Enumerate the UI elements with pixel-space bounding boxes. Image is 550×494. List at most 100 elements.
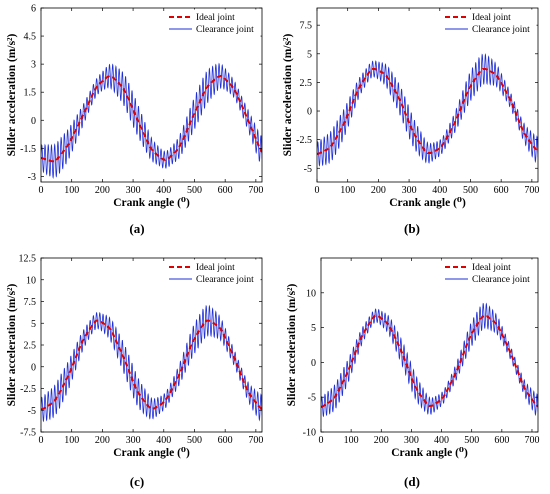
y-axis-label: Slider acceleration (m/s²) [6, 283, 18, 406]
axes-frame [320, 257, 539, 433]
x-tick-label: 700 [248, 185, 263, 196]
x-tick-label: 600 [218, 185, 233, 196]
legend-label-ideal: Ideal joint [196, 263, 235, 273]
panel-label: (b) [404, 221, 420, 236]
y-tick-label: 2.5 [24, 341, 37, 352]
x-tick-label: 700 [524, 185, 539, 196]
x-tick-label: 500 [187, 185, 202, 196]
legend-label-clearance: Clearance joint [472, 25, 530, 35]
panel-label: (a) [129, 221, 144, 236]
chart-panel-3: 0 100 200 300 400 500 600 700 -7.5 -5 -2.5 0 2.5 5 7.5… [6, 254, 263, 490]
y-tick-label: -2.5 [296, 135, 312, 146]
x-tick-label: 300 [404, 435, 419, 446]
panel-label: (d) [404, 474, 420, 489]
legend: Ideal joint Clearance joint [165, 9, 261, 37]
x-tick-label: 400 [156, 185, 171, 196]
series-clearance-joint [321, 302, 538, 418]
legend-label-clearance: Clearance joint [196, 25, 254, 35]
x-tick-label: 0 [39, 435, 44, 446]
y-tick-label: -3 [28, 172, 36, 183]
legend-box [441, 9, 537, 37]
x-tick-label: 600 [494, 185, 509, 196]
x-tick-label: 500 [464, 435, 479, 446]
y-tick-label: 4.5 [24, 32, 37, 43]
y-tick-label: 0 [311, 358, 316, 369]
x-tick-label: 300 [126, 435, 141, 446]
legend-label-clearance: Clearance joint [472, 275, 530, 285]
x-tick-label: 300 [402, 185, 417, 196]
series-ideal-joint [41, 319, 262, 411]
x-tick-label: 600 [494, 435, 509, 446]
y-tick-label: 0 [31, 116, 36, 127]
axes-frame [316, 7, 539, 183]
x-tick-label: 100 [64, 185, 79, 196]
chart-panel-1: 0 100 200 300 400 500 600 700 -3 -1.5 0 1.5 3 4.5 6 Cra… [6, 4, 263, 237]
series-ideal-joint [321, 314, 538, 409]
x-tick-label: 100 [340, 185, 355, 196]
y-axis-label: Slider acceleration (m/s²) [286, 283, 298, 406]
x-axis-label: Crank angle (⁰) [113, 447, 190, 459]
legend-label-ideal: Ideal joint [472, 13, 511, 23]
legend: Ideal joint Clearance joint [441, 9, 537, 37]
chart-panel-4: 0 100 200 300 400 500 600 700 -10 -5 0 5 10 Crank ang… [286, 257, 539, 489]
x-tick-label: 200 [374, 435, 389, 446]
x-tick-label: 700 [524, 435, 539, 446]
y-tick-label: 7.5 [24, 297, 37, 308]
y-tick-label: 3 [31, 60, 36, 71]
x-tick-label: 600 [218, 435, 233, 446]
x-tick-label: 200 [95, 185, 110, 196]
y-tick-label: 12.5 [19, 254, 37, 265]
x-tick-label: 400 [432, 185, 447, 196]
y-tick-label: -2.5 [20, 384, 36, 395]
x-tick-label: 200 [371, 185, 386, 196]
legend-box [441, 259, 537, 287]
y-tick-label: 7.5 [300, 21, 313, 32]
y-tick-label: -10 [303, 428, 316, 439]
y-tick-label: 1.5 [24, 88, 37, 99]
x-tick-label: 0 [319, 435, 324, 446]
series-clearance-joint [317, 53, 538, 167]
legend: Ideal joint Clearance joint [165, 259, 261, 287]
x-tick-label: 400 [434, 435, 449, 446]
y-tick-label: -7.5 [20, 428, 36, 439]
y-tick-label: -5 [304, 164, 312, 175]
x-tick-label: 100 [344, 435, 359, 446]
panel-label: (c) [130, 474, 144, 489]
legend-box [165, 259, 261, 287]
chart-panel-2: 0 100 200 300 400 500 600 700 -5 -2.5 0 2.5 5 7.5 Cran… [282, 7, 539, 236]
legend-label-ideal: Ideal joint [196, 13, 235, 23]
series-clearance-joint [41, 304, 262, 423]
y-tick-label: 0 [307, 107, 312, 118]
x-tick-label: 400 [156, 435, 171, 446]
y-tick-label: 6 [31, 4, 36, 15]
x-tick-label: 500 [463, 185, 478, 196]
axes-frame [40, 7, 263, 183]
x-tick-label: 100 [64, 435, 79, 446]
y-tick-label: 2.5 [300, 78, 313, 89]
y-tick-label: -5 [308, 393, 316, 404]
x-tick-label: 200 [95, 435, 110, 446]
y-tick-label: 5 [311, 323, 316, 334]
legend-box [165, 9, 261, 37]
x-axis-label: Crank angle (⁰) [113, 197, 190, 209]
x-tick-label: 500 [187, 435, 202, 446]
y-tick-label: -5 [28, 406, 36, 417]
y-tick-label: -1.5 [20, 144, 36, 155]
y-tick-label: 10 [306, 288, 316, 299]
x-tick-label: 700 [248, 435, 263, 446]
series-ideal-joint [317, 68, 538, 156]
x-axis-label: Crank angle (⁰) [391, 447, 468, 459]
legend-label-clearance: Clearance joint [196, 275, 254, 285]
x-tick-label: 0 [315, 185, 320, 196]
y-tick-label: 5 [307, 49, 312, 60]
y-tick-label: 10 [26, 275, 36, 286]
legend: Ideal joint Clearance joint [441, 259, 537, 287]
x-axis-label: Crank angle (⁰) [389, 197, 466, 209]
legend-label-ideal: Ideal joint [472, 263, 511, 273]
y-tick-label: 5 [31, 319, 36, 330]
series-ideal-joint [41, 74, 262, 163]
x-tick-label: 300 [126, 185, 141, 196]
series-clearance-joint [41, 62, 262, 180]
y-axis-label: Slider acceleration (m/s²) [6, 33, 18, 156]
